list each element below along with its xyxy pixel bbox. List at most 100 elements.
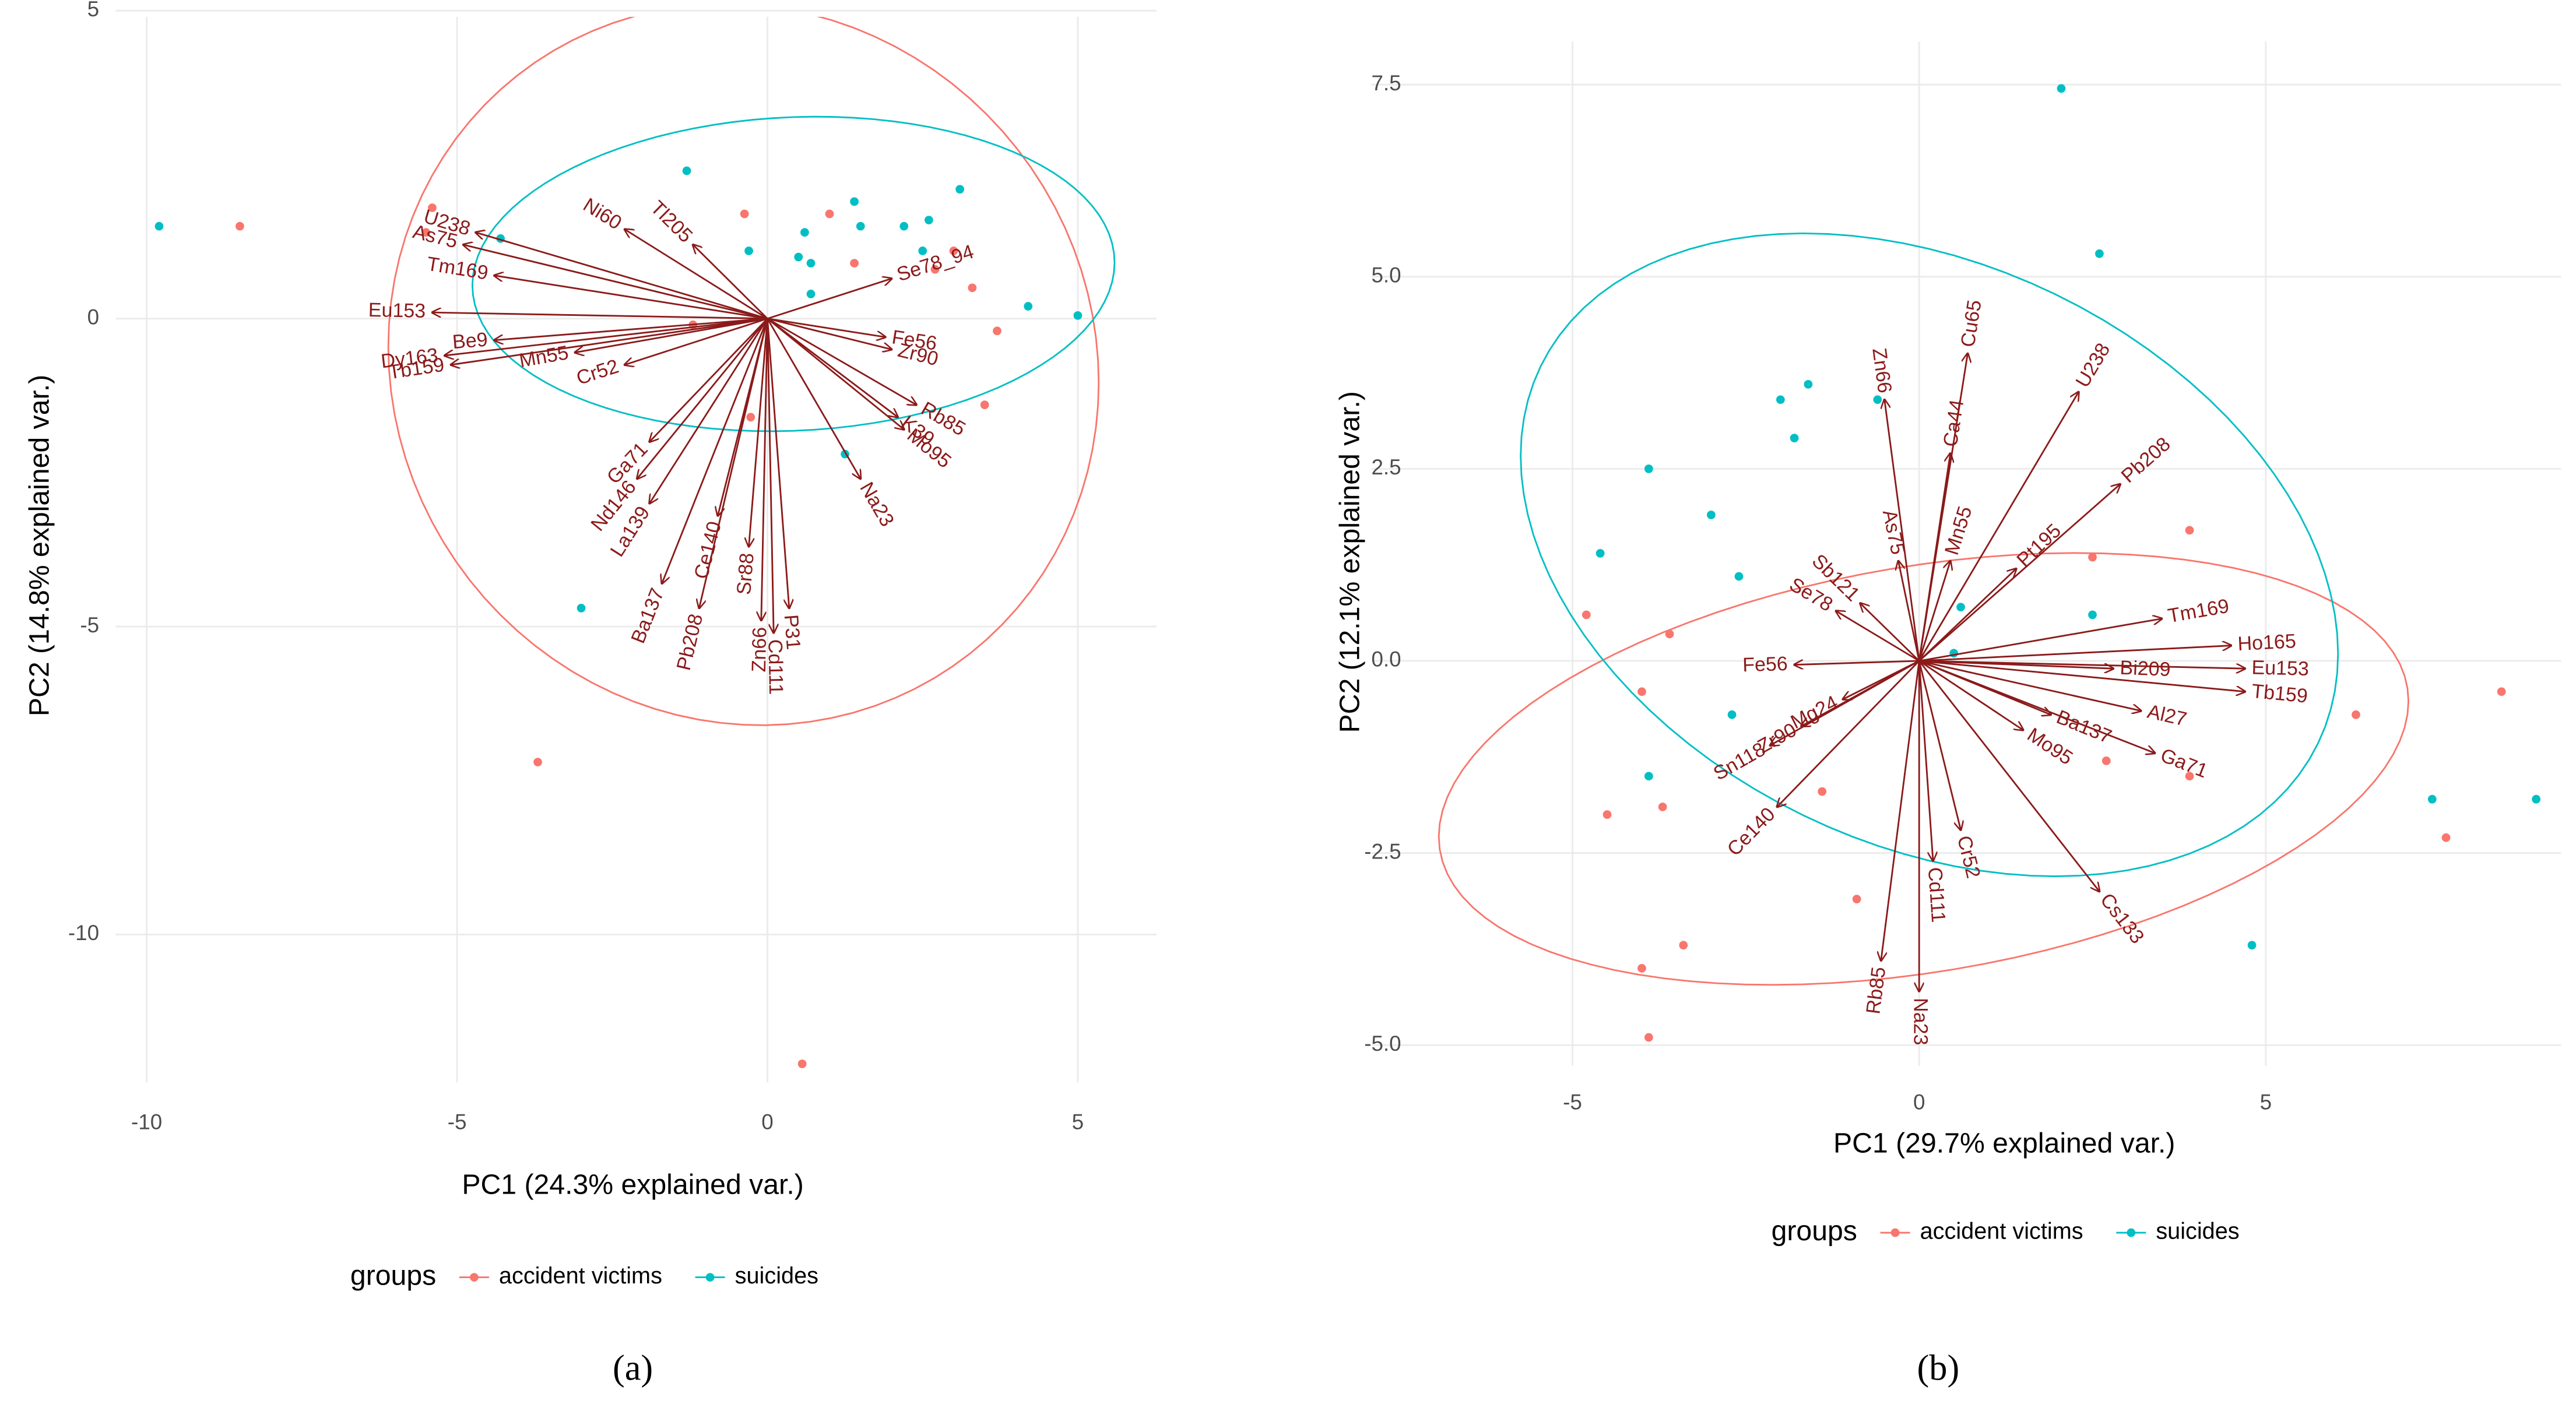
x-tick-label: -10 bbox=[131, 1110, 162, 1134]
legend-label: suicides bbox=[735, 1263, 818, 1289]
loading-arrow bbox=[1918, 569, 2016, 662]
data-point bbox=[2095, 249, 2104, 258]
confidence-ellipse bbox=[1438, 552, 2410, 986]
loading-arrow bbox=[1918, 392, 2079, 662]
data-point bbox=[2352, 710, 2360, 719]
legend-label: suicides bbox=[2156, 1219, 2239, 1244]
loading-arrow bbox=[1801, 660, 1920, 726]
loading-label: Cd111 bbox=[764, 639, 787, 695]
data-point bbox=[421, 228, 431, 237]
data-point bbox=[797, 1060, 807, 1068]
data-point bbox=[1644, 465, 1653, 473]
data-point bbox=[2101, 756, 2111, 765]
data-point bbox=[1595, 549, 1605, 558]
loading-arrow bbox=[1794, 661, 1920, 665]
y-axis-title: PC2 (12.1% explained var.) bbox=[1334, 391, 1365, 733]
data-point bbox=[1073, 311, 1083, 320]
data-point bbox=[806, 290, 816, 298]
data-point bbox=[2185, 772, 2194, 781]
panel-label: (b) bbox=[1917, 1347, 1960, 1388]
loading-arrow bbox=[767, 318, 861, 479]
loading-arrow bbox=[749, 318, 768, 547]
loading-arrow bbox=[625, 318, 768, 365]
data-point bbox=[899, 221, 909, 231]
y-tick-label: 5.0 bbox=[1371, 263, 1401, 287]
data-point bbox=[1644, 772, 1653, 781]
data-point bbox=[856, 221, 865, 231]
data-point bbox=[918, 247, 927, 255]
data-point bbox=[806, 259, 816, 268]
loading-arrow bbox=[767, 318, 892, 350]
data-point bbox=[1644, 1033, 1653, 1042]
loading-arrow bbox=[476, 233, 768, 320]
loading-label: P31 bbox=[780, 614, 804, 650]
loading-arrow bbox=[1919, 660, 2245, 668]
loading-arrow bbox=[1918, 660, 2141, 711]
loading-arrow bbox=[1918, 561, 1951, 662]
loading-label: Zn66 bbox=[748, 627, 771, 672]
loading-arrow bbox=[1843, 660, 1920, 699]
legend-key-point bbox=[2127, 1228, 2136, 1237]
data-point bbox=[850, 259, 859, 268]
loading-arrow bbox=[1777, 660, 1920, 807]
y-tick-label: 0.0 bbox=[1371, 648, 1401, 671]
data-point bbox=[955, 185, 964, 194]
loading-arrow bbox=[1860, 603, 1920, 662]
loading-arrow bbox=[649, 318, 768, 504]
confidence-ellipse bbox=[471, 115, 1116, 432]
data-point bbox=[993, 326, 1001, 336]
data-point bbox=[1790, 434, 1799, 443]
x-tick-label: 5 bbox=[2260, 1090, 2272, 1114]
data-point bbox=[1727, 710, 1737, 719]
loading-label: Fe56 bbox=[1742, 653, 1788, 676]
loading-arrow bbox=[451, 318, 768, 365]
data-point bbox=[746, 413, 755, 422]
data-point bbox=[744, 247, 753, 255]
data-point bbox=[2057, 84, 2066, 93]
data-point bbox=[533, 758, 542, 766]
data-point bbox=[968, 283, 977, 293]
loading-arrow bbox=[494, 318, 768, 340]
data-point bbox=[1804, 379, 1813, 389]
loading-label: Eu153 bbox=[368, 299, 426, 322]
data-point bbox=[1873, 395, 1882, 404]
data-point bbox=[2088, 610, 2097, 620]
loading-arrow bbox=[767, 318, 789, 608]
legend-title: groups bbox=[350, 1259, 436, 1291]
loading-arrow bbox=[1919, 660, 2113, 668]
loading-arrow bbox=[445, 318, 768, 356]
data-point bbox=[1707, 511, 1716, 519]
y-tick-label: -10 bbox=[68, 921, 99, 945]
loading-arrow bbox=[1918, 453, 1951, 662]
data-point bbox=[1776, 395, 1785, 404]
loading-arrow bbox=[767, 318, 885, 337]
loading-arrow bbox=[463, 245, 768, 320]
loading-arrow bbox=[767, 318, 917, 405]
legend-label: accident victims bbox=[1920, 1219, 2083, 1244]
legend-key-point bbox=[470, 1273, 479, 1282]
x-axis-title: PC1 (29.7% explained var.) bbox=[1833, 1128, 2175, 1159]
loading-arrow bbox=[767, 279, 892, 320]
data-point bbox=[1679, 941, 1688, 950]
loading-label: Sr88 bbox=[733, 552, 758, 596]
loading-arrow bbox=[1899, 561, 1920, 662]
confidence-ellipse bbox=[387, 16, 1100, 726]
y-tick-label: 5 bbox=[87, 0, 99, 21]
loading-arrow bbox=[432, 312, 768, 320]
data-point bbox=[1658, 803, 1667, 811]
loading-arrow bbox=[1919, 646, 2231, 662]
data-point bbox=[2427, 794, 2437, 804]
legend-key-point bbox=[1890, 1228, 1900, 1237]
loading-arrow bbox=[699, 318, 768, 608]
x-axis-title: PC1 (24.3% explained var.) bbox=[462, 1169, 803, 1200]
data-point bbox=[236, 221, 244, 231]
loading-arrow bbox=[693, 245, 768, 319]
data-point bbox=[800, 228, 809, 237]
panel-label: (a) bbox=[613, 1347, 653, 1388]
loading-label: Tb159 bbox=[2251, 680, 2309, 708]
loading-arrow bbox=[1918, 484, 2120, 662]
loading-arrow bbox=[767, 318, 774, 633]
loading-arrow bbox=[662, 318, 768, 583]
x-tick-label: -5 bbox=[448, 1110, 467, 1134]
